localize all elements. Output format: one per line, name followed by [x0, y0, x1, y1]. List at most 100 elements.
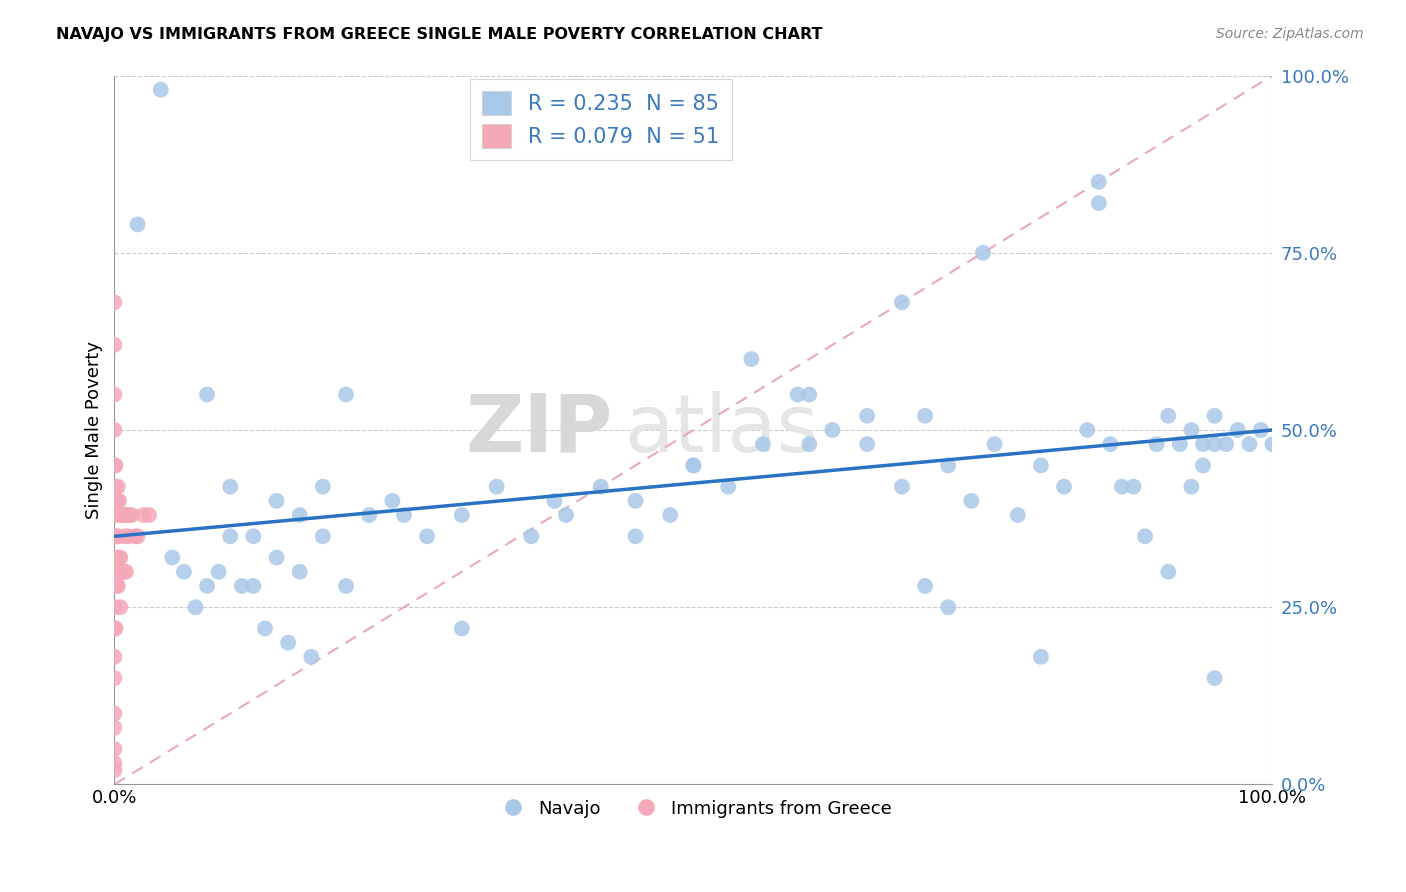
Point — [253, 622, 276, 636]
Point — [277, 635, 299, 649]
Point — [173, 565, 195, 579]
Point — [1076, 423, 1098, 437]
Point — [112, 508, 135, 522]
Point — [392, 508, 415, 522]
Point — [381, 494, 404, 508]
Point — [127, 529, 149, 543]
Point — [359, 508, 381, 522]
Point — [856, 437, 879, 451]
Point — [1192, 437, 1215, 451]
Point — [138, 508, 160, 522]
Point — [103, 706, 125, 721]
Point — [1146, 437, 1168, 451]
Point — [1204, 671, 1226, 685]
Point — [288, 565, 311, 579]
Point — [103, 579, 125, 593]
Point — [1168, 437, 1191, 451]
Point — [1239, 437, 1261, 451]
Point — [972, 245, 994, 260]
Point — [110, 508, 132, 522]
Point — [103, 721, 125, 735]
Point — [107, 480, 129, 494]
Point — [104, 458, 127, 473]
Point — [103, 565, 125, 579]
Point — [118, 508, 141, 522]
Point — [195, 387, 218, 401]
Point — [103, 423, 125, 437]
Point — [1122, 480, 1144, 494]
Point — [983, 437, 1005, 451]
Point — [184, 600, 207, 615]
Point — [112, 565, 135, 579]
Point — [555, 508, 578, 522]
Point — [312, 480, 335, 494]
Point — [111, 565, 134, 579]
Point — [108, 600, 131, 615]
Point — [103, 622, 125, 636]
Point — [1261, 437, 1284, 451]
Point — [115, 508, 138, 522]
Point — [103, 600, 125, 615]
Y-axis label: Single Male Poverty: Single Male Poverty — [86, 341, 103, 519]
Point — [543, 494, 565, 508]
Point — [335, 579, 357, 593]
Point — [1250, 423, 1272, 437]
Point — [266, 494, 288, 508]
Legend: Navajo, Immigrants from Greece: Navajo, Immigrants from Greece — [488, 793, 900, 825]
Point — [914, 409, 936, 423]
Point — [485, 480, 508, 494]
Point — [752, 437, 775, 451]
Point — [115, 508, 138, 522]
Point — [1192, 458, 1215, 473]
Point — [624, 529, 647, 543]
Point — [682, 458, 704, 473]
Point — [1087, 175, 1109, 189]
Point — [799, 387, 821, 401]
Point — [312, 529, 335, 543]
Point — [108, 508, 131, 522]
Point — [208, 565, 231, 579]
Point — [1157, 409, 1180, 423]
Point — [105, 579, 128, 593]
Point — [1215, 437, 1237, 451]
Point — [105, 494, 128, 508]
Point — [162, 550, 184, 565]
Point — [104, 550, 127, 565]
Point — [1133, 529, 1156, 543]
Point — [1007, 508, 1029, 522]
Point — [1226, 423, 1249, 437]
Point — [416, 529, 439, 543]
Point — [1157, 565, 1180, 579]
Point — [103, 295, 125, 310]
Point — [821, 423, 844, 437]
Point — [110, 565, 132, 579]
Point — [103, 742, 125, 756]
Point — [115, 565, 138, 579]
Point — [786, 387, 808, 401]
Point — [1029, 649, 1052, 664]
Point — [856, 409, 879, 423]
Point — [108, 494, 131, 508]
Point — [936, 600, 959, 615]
Point — [1204, 409, 1226, 423]
Point — [242, 529, 264, 543]
Point — [103, 458, 125, 473]
Point — [219, 480, 242, 494]
Point — [132, 508, 155, 522]
Point — [242, 579, 264, 593]
Point — [103, 671, 125, 685]
Point — [107, 529, 129, 543]
Point — [1087, 196, 1109, 211]
Point — [117, 529, 139, 543]
Point — [103, 649, 125, 664]
Point — [659, 508, 682, 522]
Text: Source: ZipAtlas.com: Source: ZipAtlas.com — [1216, 27, 1364, 41]
Point — [124, 529, 146, 543]
Point — [1053, 480, 1076, 494]
Point — [960, 494, 983, 508]
Point — [890, 480, 912, 494]
Point — [103, 529, 125, 543]
Point — [266, 550, 288, 565]
Point — [1099, 437, 1122, 451]
Point — [450, 622, 472, 636]
